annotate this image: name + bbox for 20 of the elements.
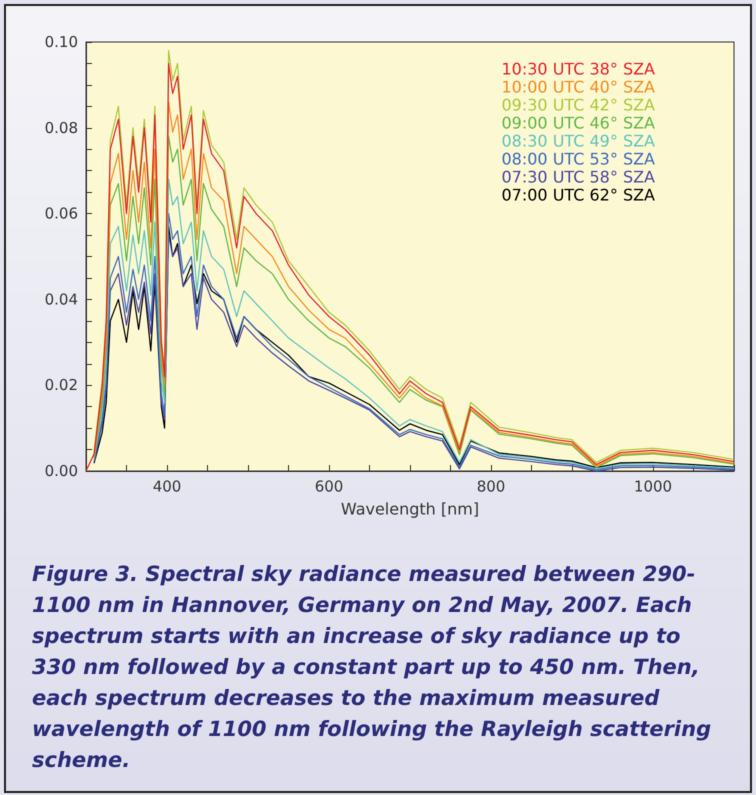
x-axis-title: Wavelength [nm] bbox=[340, 500, 480, 518]
text: 09:00 UTC 46° SZA bbox=[501, 114, 656, 132]
y-tick-label: 0.00 bbox=[44, 462, 78, 480]
x-tick-label: 600 bbox=[314, 478, 344, 496]
y-tick-label: 0.04 bbox=[44, 290, 78, 308]
text: 07:00 UTC 62° SZA bbox=[501, 186, 656, 204]
caption: Figure 3. Spectral sky radiance measured between 290-1100 nm in Hannover, Germany on 2nd May, 2007. Each spectrum starts with an increase of sky radiance up to 330 nm followed by a constant part up to 450 nm. Then, each spectrum decreases to the maximum measured wavelength of 1100 nm following the Rayleigh scattering scheme. bbox=[31, 561, 712, 774]
x-tick-label: 1000 bbox=[634, 478, 672, 496]
y-tick-label: 0.06 bbox=[44, 204, 78, 223]
y-tick-label: 0.08 bbox=[44, 118, 78, 137]
text: 08:30 UTC 49° SZA bbox=[501, 132, 656, 150]
text: 07:30 UTC 58° SZA bbox=[501, 168, 656, 186]
text: 10:30 UTC 38° SZA bbox=[501, 60, 656, 78]
text: 09:30 UTC 42° SZA bbox=[501, 96, 656, 114]
text: 10:00 UTC 40° SZA bbox=[501, 78, 656, 96]
x-tick-label: 800 bbox=[476, 478, 506, 496]
y-tick-label: 0.02 bbox=[44, 376, 78, 394]
x-tick-label: 400 bbox=[152, 478, 182, 496]
y-tick-label: 0.10 bbox=[44, 33, 78, 51]
text: 08:00 UTC 53° SZA bbox=[501, 150, 656, 168]
